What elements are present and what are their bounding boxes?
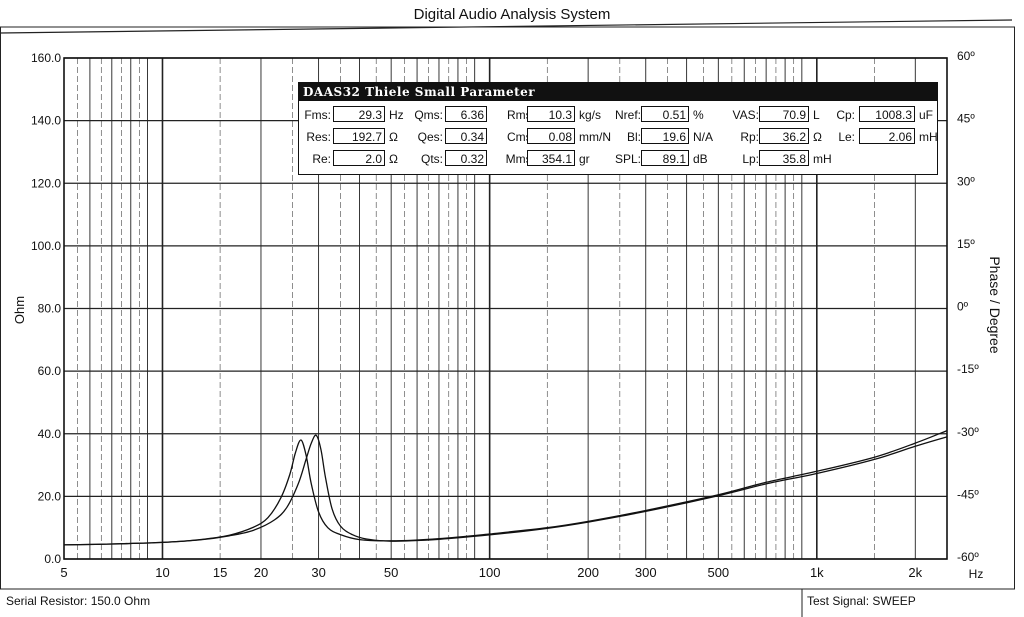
ts-parameter-panel: DAAS32 Thiele Small Parameter Fms: 29.3 Hz… — [298, 82, 938, 175]
ts-param-value: 0.34 — [445, 128, 487, 144]
ts-param-value: 2.06 — [859, 128, 915, 144]
x-tick-label: 50 — [384, 565, 398, 580]
ts-row: Fms: 29.3 Hz Qms: 6.36 Rms: 10.3 kg/s Nref: 0.51%… — [299, 105, 937, 125]
ts-panel-title: DAAS32 Thiele Small Parameter — [299, 83, 937, 101]
ts-param-unit: mm/N — [579, 130, 611, 144]
plot-area — [63, 57, 948, 560]
ts-param-value: 10.3 — [527, 106, 575, 122]
ts-param-unit: uF — [919, 108, 934, 122]
ts-param-unit: Ω — [813, 130, 822, 144]
ts-param-unit: gr — [579, 152, 590, 166]
ts-param-label: Qms: — [414, 108, 443, 122]
ts-param-label: Nref: — [614, 108, 641, 122]
ts-param-unit: kg/s — [579, 108, 602, 122]
ts-param-label: Fms: — [304, 108, 331, 122]
ts-param-value: 1008.3 — [859, 106, 915, 122]
ts-param-value: 29.3 — [333, 106, 385, 122]
x-tick-label: 2k — [908, 565, 922, 580]
ts-param-label: Lp: — [742, 152, 759, 166]
ts-param-unit: Hz — [389, 108, 404, 122]
impedance-series-2 — [63, 434, 948, 546]
y2-tick-label: 0º — [957, 300, 969, 314]
ts-row: Res: 192.7 Ω Qes: 0.34 Cms: 0.08 mm/N Bl: 19.6 N/A… — [299, 127, 938, 147]
ts-param-unit: % — [693, 108, 704, 122]
ts-param-value: 0.32 — [445, 150, 487, 166]
x-tick-label: 15 — [213, 565, 227, 580]
ts-param-value: 0.08 — [527, 128, 575, 144]
ts-param-label: SPL: — [614, 152, 641, 166]
ts-param-label: Qts: — [420, 152, 443, 166]
ts-param-label: VAS: — [732, 108, 759, 122]
y-tick-label: 60.0 — [38, 364, 62, 378]
y-tick-label: 140.0 — [31, 114, 61, 128]
ts-param-label: Rp: — [740, 130, 759, 144]
x-axis-label: Hz — [969, 567, 984, 581]
serial-resistor-label: Serial Resistor: 150.0 Ohm — [6, 594, 151, 608]
ts-param-unit: mH — [919, 130, 938, 144]
ts-param-value: 70.9 — [759, 106, 809, 122]
ts-param-value: 192.7 — [333, 128, 385, 144]
y-tick-label: 120.0 — [31, 176, 61, 190]
ts-param-unit: L — [813, 108, 820, 122]
ts-param-value: 89.1 — [641, 150, 689, 166]
ts-param-unit: N/A — [693, 130, 714, 144]
x-tick-label: 20 — [254, 565, 268, 580]
ts-param-unit: mH — [813, 152, 832, 166]
x-tick-label: 10 — [155, 565, 169, 580]
ts-row: Re: 2.0 Ω Qts: 0.32 Mms: 354.1 gr SPL: 89.1 dB Lp: 3… — [299, 149, 937, 169]
x-tick-label: 5 — [60, 565, 67, 580]
impedance-series-1 — [63, 429, 948, 546]
x-tick-label: 200 — [577, 565, 599, 580]
y2-tick-label: 15º — [957, 237, 975, 251]
app-title: Digital Audio Analysis System — [413, 6, 611, 23]
ts-param-label: Re: — [312, 152, 331, 166]
y-tick-label: 40.0 — [38, 427, 62, 441]
ts-param-label: Cp: — [836, 108, 855, 122]
ts-param-unit: Ω — [389, 152, 398, 166]
ts-param-unit: Ω — [389, 130, 398, 144]
ts-param-label: Res: — [306, 130, 331, 144]
ts-param-value: 36.2 — [759, 128, 809, 144]
y-tick-label: 160.0 — [31, 51, 61, 65]
x-tick-label: 100 — [479, 565, 501, 580]
ts-param-label: Le: — [838, 130, 855, 144]
y2-tick-label: -60º — [957, 550, 979, 564]
ts-param-value: 2.0 — [333, 150, 385, 166]
y-tick-label: 20.0 — [38, 489, 62, 503]
ts-param-label: Bl: — [626, 130, 641, 144]
ts-param-value: 35.8 — [759, 150, 809, 166]
x-tick-label: 500 — [707, 565, 729, 580]
ts-param-value: 0.51 — [641, 106, 689, 122]
ts-param-label: Qes: — [417, 130, 443, 144]
ts-param-value: 19.6 — [641, 128, 689, 144]
y-tick-label: 80.0 — [38, 302, 62, 316]
y2-axis-label: Phase / Degree — [987, 256, 1003, 353]
test-signal-label: Test Signal: SWEEP — [807, 594, 916, 608]
y2-tick-label: -30º — [957, 425, 979, 439]
x-tick-label: 1k — [810, 565, 824, 580]
y2-tick-label: -45º — [957, 487, 979, 501]
x-tick-label: 30 — [311, 565, 325, 580]
y2-tick-label: 45º — [957, 112, 975, 126]
x-tick-label: 300 — [635, 565, 657, 580]
y-tick-label: 0.0 — [44, 552, 61, 566]
ts-param-unit: dB — [693, 152, 708, 166]
y2-tick-label: -15º — [957, 362, 979, 376]
y2-tick-label: 60º — [957, 49, 975, 63]
ts-param-value: 354.1 — [527, 150, 575, 166]
y2-tick-label: 30º — [957, 174, 975, 188]
ts-param-value: 6.36 — [445, 106, 487, 122]
y-tick-label: 100.0 — [31, 239, 61, 253]
y-axis-label: Ohm — [12, 296, 27, 324]
